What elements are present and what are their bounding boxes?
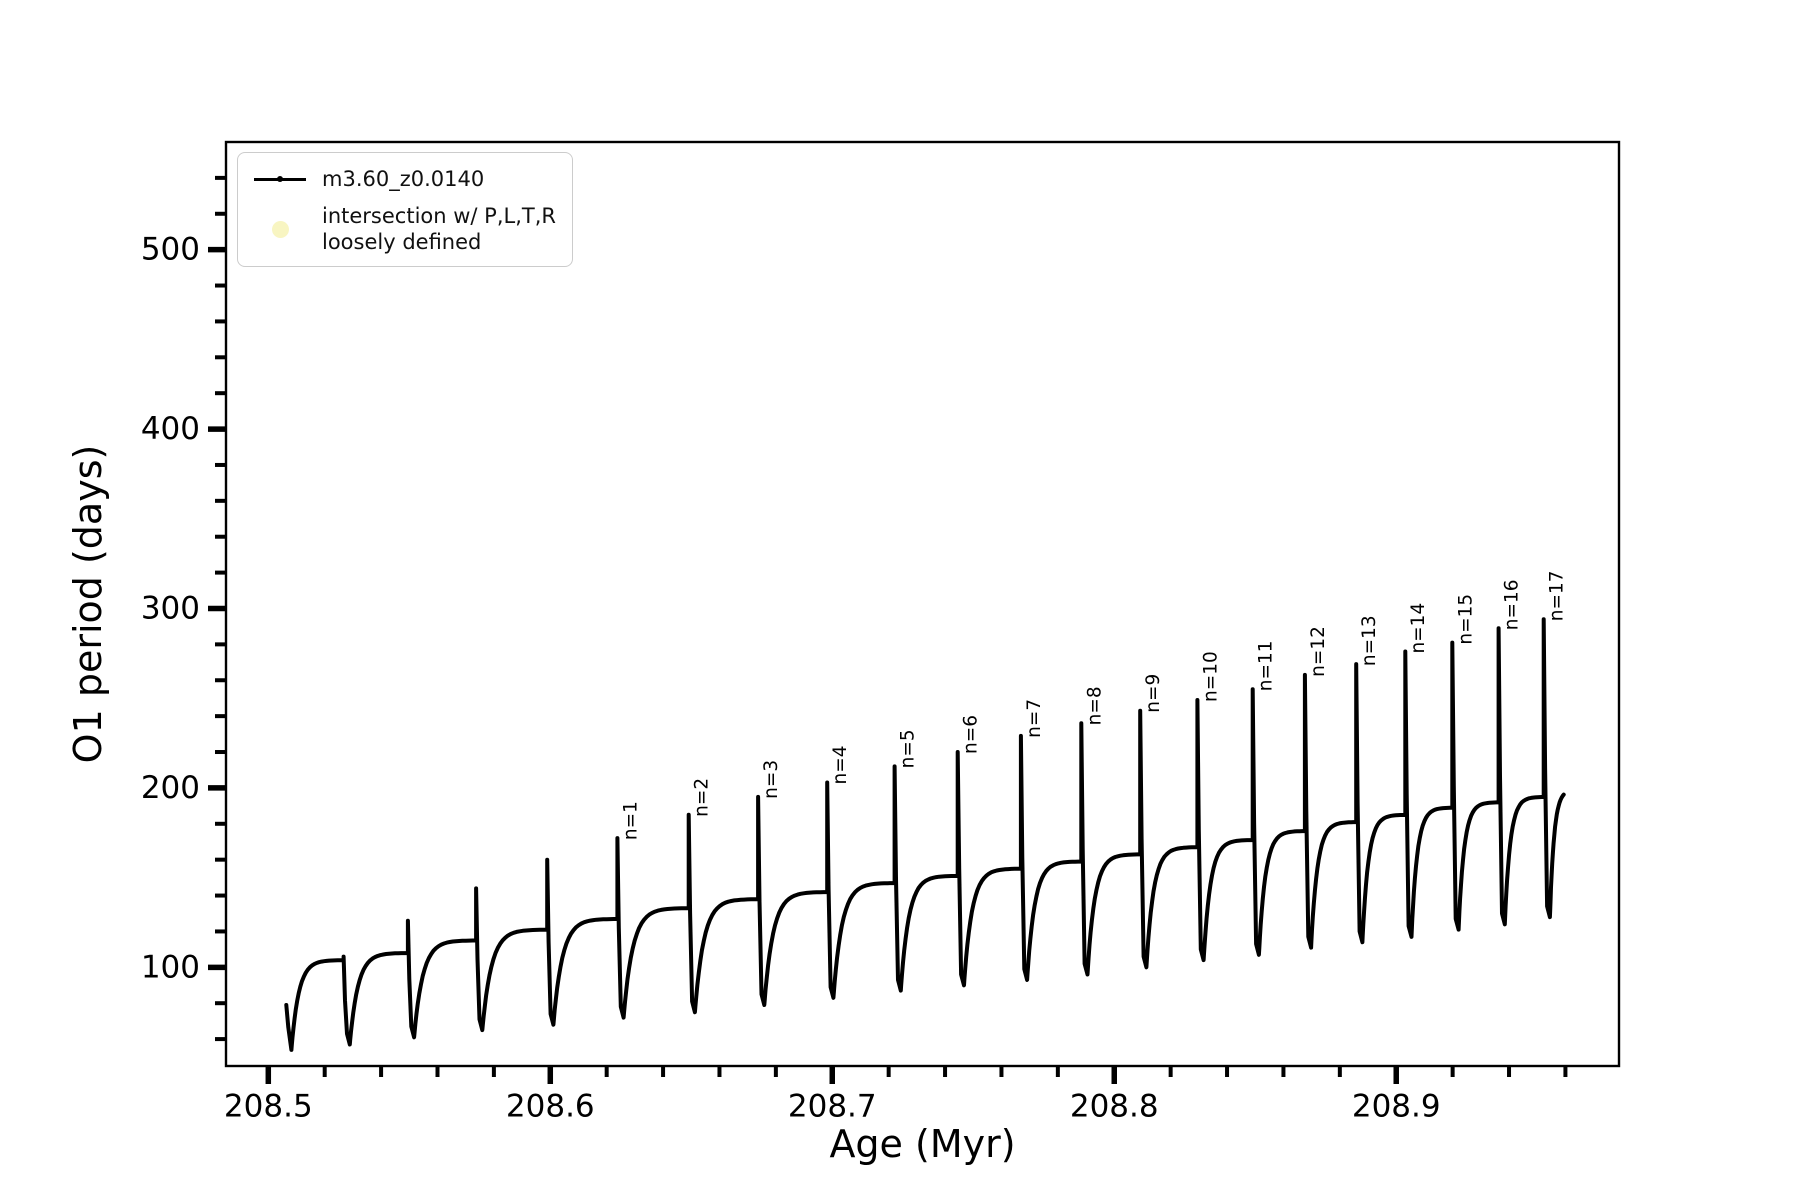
x-tick-label: 208.9 [1352, 1088, 1441, 1124]
spike-label-n15: n=15 [1455, 594, 1476, 645]
spike-label-n17: n=17 [1547, 570, 1568, 621]
legend-intersection-label: intersection w/ P,L,T,R loosely defined [322, 203, 556, 256]
spike-label-n3: n=3 [761, 760, 782, 799]
spike-label-n16: n=16 [1502, 579, 1523, 630]
legend-entry-intersection: intersection w/ P,L,T,R loosely defined [254, 203, 556, 256]
x-tick-label: 208.5 [224, 1088, 313, 1124]
intersection-marker-icon [272, 220, 289, 238]
legend-intersection-line1: intersection w/ P,L,T,R [322, 204, 556, 228]
x-tick-label: 208.7 [788, 1088, 877, 1124]
y-tick-label: 500 [141, 232, 200, 268]
spike-label-n5: n=5 [898, 729, 919, 768]
spike-label-n13: n=13 [1359, 615, 1380, 666]
y-tick-label: 200 [141, 770, 200, 806]
legend-series-label: m3.60_z0.0140 [322, 166, 485, 191]
legend-entry-series: m3.60_z0.0140 [254, 161, 556, 197]
spike-label-n6: n=6 [961, 715, 982, 754]
spike-label-n14: n=14 [1408, 603, 1429, 654]
x-tick-label: 208.6 [506, 1088, 595, 1124]
spike-label-n1: n=1 [620, 801, 641, 840]
x-axis-label: Age (Myr) [829, 1122, 1016, 1166]
spike-label-n9: n=9 [1143, 674, 1164, 713]
spike-label-n11: n=11 [1256, 640, 1277, 691]
x-tick-label: 208.8 [1070, 1088, 1159, 1124]
spike-label-n7: n=7 [1024, 699, 1045, 738]
y-tick-label: 300 [141, 590, 200, 626]
spike-label-n8: n=8 [1084, 686, 1105, 725]
curve-path [284, 617, 1566, 1052]
plot-frame [224, 140, 1621, 1068]
legend-intersection-line2: loosely defined [322, 230, 482, 255]
series-line-sample [254, 176, 306, 182]
spike-label-n2: n=2 [692, 778, 713, 817]
series-marker-dot-icon [277, 176, 283, 182]
y-tick-label: 400 [141, 411, 200, 447]
spike-label-n10: n=10 [1200, 651, 1221, 702]
y-axis-label: O1 period (days) [66, 444, 110, 764]
legend: m3.60_z0.0140 intersection w/ P,L,T,R lo… [237, 152, 573, 267]
y-tick-label: 100 [141, 949, 200, 985]
spike-label-n12: n=12 [1308, 626, 1329, 677]
spike-label-n4: n=4 [830, 746, 851, 785]
